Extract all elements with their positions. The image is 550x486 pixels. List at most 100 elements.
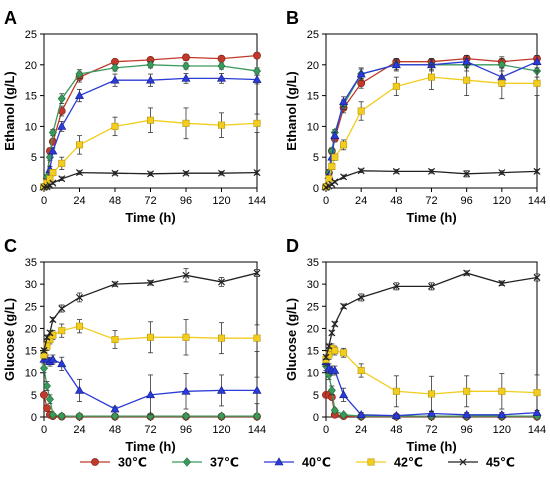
marker-stroke [253,169,261,177]
marker-stroke [40,347,48,355]
series-40 [321,356,542,419]
data-point [356,69,366,78]
data-point [110,75,120,84]
data-point [340,173,348,181]
data-point [253,51,261,60]
x-tick-label: 120 [493,195,511,207]
data-point [216,73,227,82]
data-point [339,97,349,106]
data-point [532,407,542,416]
data-point [253,334,261,342]
data-point [253,66,261,76]
data-point [217,411,226,421]
data-point [40,347,48,355]
y-tick-label: 0 [313,412,319,424]
data-point [392,167,400,175]
data-point [45,394,54,404]
data-point [252,74,262,83]
data-point [498,387,506,395]
y-tick-label: 15 [307,346,319,358]
data-point [325,342,333,350]
data-point [322,353,330,361]
data-point [111,411,119,421]
y-tick-label: 30 [307,279,319,291]
marker-stroke [340,302,348,310]
marker-stroke [75,293,84,301]
y-tick-label: 30 [25,279,37,291]
legend-item-37: 37℃ [172,456,239,470]
y-tick-label: 5 [313,390,319,402]
marker-stroke [392,167,400,175]
marker-stroke [146,279,155,287]
data-point [427,167,436,175]
y-tick-label: 20 [25,323,37,335]
x-tick-label: 48 [109,195,121,207]
y-tick-label: 25 [25,29,37,41]
data-point [328,162,336,170]
marker-stroke [182,169,190,177]
panel-b: B 0 5 10 15 20 25 0 24 48 72 96 120 144 Time (h) Ethano… [284,8,546,225]
data-point [533,79,541,87]
data-point [253,411,261,421]
legend: 30℃ 37℃ 40℃ 42℃ 45℃ [80,456,515,470]
legend-label: 30℃ [118,456,147,470]
marker-stroke [331,178,339,186]
data-point [340,302,348,310]
marker-stroke [427,167,436,175]
data-point [42,381,51,391]
data-point [75,169,84,177]
y-tick-label: 35 [25,257,37,269]
legend-marker [183,457,191,467]
data-point [325,175,333,183]
data-point [391,60,401,69]
y-tick-label: 10 [25,368,37,380]
data-point [426,408,437,417]
x-tick-label: 120 [212,424,230,436]
legend-label: 45℃ [486,456,515,470]
y-tick-label: 0 [31,412,37,424]
data-point [46,175,54,183]
legend-marker [459,458,467,466]
panels-layer: A 0 5 10 15 20 25 0 24 48 72 96 120 144 Time (h) Ethano… [2,8,546,454]
data-point [498,169,506,177]
marker-stroke [49,179,57,187]
data-point [331,153,339,161]
y-tick-label: 20 [307,323,319,335]
y-tick-label: 20 [307,60,319,72]
data-point [75,69,84,79]
data-point [217,278,226,286]
series-40 [39,354,262,416]
data-point [147,116,155,124]
marker-stroke [331,320,339,328]
data-point [340,141,348,149]
data-point [111,169,119,177]
data-point [253,119,261,127]
data-point [76,141,84,149]
data-point [392,387,400,395]
data-point [330,405,339,416]
data-point [182,271,190,279]
x-tick-label: 0 [41,195,47,207]
marker-stroke [427,282,436,290]
legend-marker [91,458,99,466]
x-tick-label: 96 [461,195,473,207]
marker-stroke [392,282,400,290]
data-point [463,76,471,84]
y-tick-label: 5 [31,152,37,164]
marker-stroke [325,342,333,350]
x-axis-label: Time (h) [125,210,175,225]
data-point [111,63,119,73]
data-point [48,410,57,420]
data-point [533,167,541,175]
legend-item-42: 42℃ [356,456,423,470]
data-point [58,327,66,335]
data-point [57,359,67,368]
x-tick-label: 24 [355,195,367,207]
y-tick-label: 10 [307,368,319,380]
data-point [49,179,57,187]
y-tick-label: 0 [31,183,37,195]
data-point [357,79,366,88]
data-point [462,410,472,419]
legend-label: 40℃ [302,456,331,470]
